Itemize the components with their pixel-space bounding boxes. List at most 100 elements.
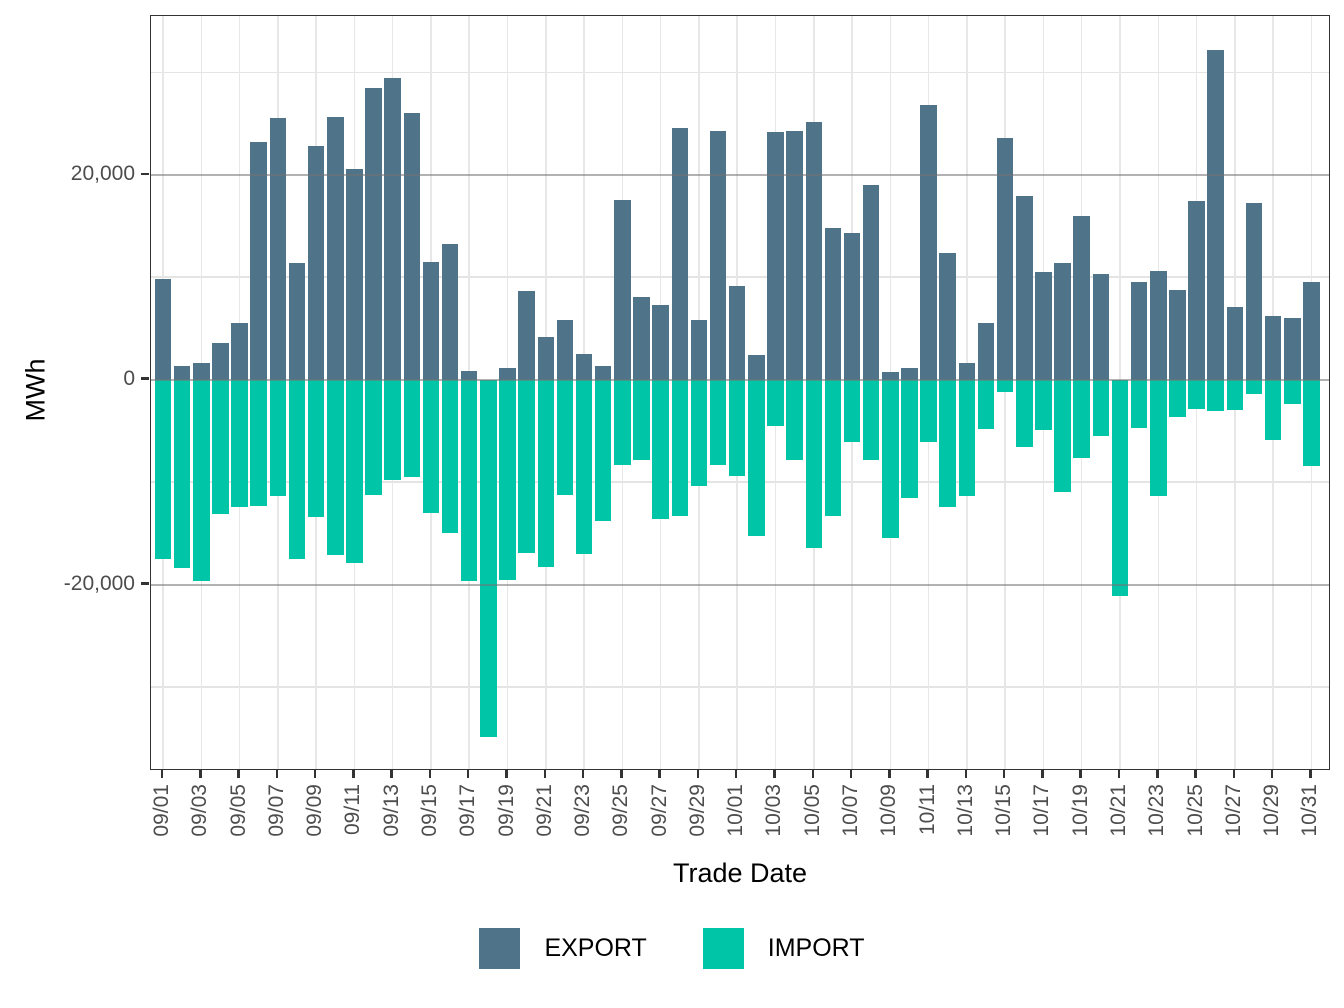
export-bar: [805, 121, 822, 380]
x-tick-label: 09/27: [647, 784, 671, 837]
export-bar: [824, 228, 842, 380]
export-bar: [786, 130, 803, 380]
gridline-minor: [151, 686, 1329, 688]
import-bar: [920, 379, 937, 443]
export-bar: [556, 320, 574, 380]
x-axis-title: Trade Date: [672, 858, 808, 888]
export-bar: [633, 296, 650, 380]
import-bar: [346, 379, 363, 564]
legend: EXPORT IMPORT: [0, 928, 1344, 969]
export-bar: [231, 323, 248, 380]
import-bar: [1130, 379, 1148, 428]
import-bar: [1264, 379, 1282, 441]
x-tick-label: 09/23: [571, 784, 595, 837]
x-tick-label: 10/07: [839, 784, 863, 837]
export-bar: [1150, 271, 1167, 380]
x-tick-label: 10/17: [1030, 784, 1054, 837]
import-bar: [1284, 379, 1301, 405]
export-bar: [499, 368, 516, 380]
y-tick-label: 0: [123, 367, 135, 391]
import-bar: [250, 379, 267, 506]
x-tick-label: 10/05: [800, 784, 824, 837]
import-bar: [499, 379, 516, 581]
import-bar: [939, 379, 956, 507]
x-tick-label: 09/11: [341, 784, 365, 835]
import-bar: [403, 379, 421, 477]
import-bar: [805, 379, 822, 548]
x-tick-mark: [1002, 770, 1006, 778]
export-bar: [173, 366, 191, 380]
export-bar: [518, 290, 535, 380]
export-bar: [1169, 289, 1186, 380]
export-bar: [920, 105, 937, 380]
x-tick-label: 10/21: [1107, 784, 1130, 837]
export-bar: [1226, 306, 1244, 380]
import-bar: [690, 379, 708, 487]
export-bar: [901, 368, 918, 380]
export-bar: [1264, 316, 1282, 380]
export-bar: [212, 342, 229, 380]
export-bar: [154, 279, 172, 380]
x-tick-mark: [466, 770, 470, 778]
import-bar: [460, 379, 478, 582]
x-tick-label: 10/09: [877, 784, 901, 837]
gridline-minor: [151, 276, 1329, 278]
export-bar: [709, 130, 727, 380]
import-bar: [1111, 379, 1129, 596]
gridline-minor: [151, 481, 1329, 483]
export-bar: [403, 113, 421, 380]
x-tick-mark: [581, 770, 585, 778]
import-bar: [862, 379, 880, 460]
x-tick-mark: [505, 770, 508, 778]
x-tick-mark: [773, 770, 776, 778]
import-bar: [556, 379, 574, 496]
import-bar: [748, 379, 765, 537]
import-bar: [767, 379, 784, 426]
export-bar: [958, 363, 976, 380]
import-bar: [1207, 379, 1224, 412]
x-tick-mark: [199, 770, 202, 778]
import-bar: [1169, 379, 1186, 417]
export-bar: [1073, 215, 1090, 380]
x-tick-label: 10/15: [992, 784, 1016, 837]
import-bar: [212, 379, 229, 514]
import-swatch-icon: [702, 928, 744, 969]
chart-panel: [150, 15, 1330, 770]
x-tick-mark: [313, 770, 317, 778]
import-bar: [1150, 379, 1167, 497]
import-bar: [575, 379, 593, 554]
import-bar: [518, 379, 535, 553]
x-tick-mark: [888, 770, 891, 778]
x-tick-mark: [352, 770, 355, 778]
export-bar: [652, 304, 669, 380]
import-bar: [480, 379, 497, 738]
import-bar: [843, 379, 861, 443]
import-bar: [1073, 379, 1090, 458]
x-tick-label: 09/01: [150, 784, 173, 837]
x-tick-label: 10/13: [953, 784, 977, 837]
export-bar: [614, 200, 631, 380]
x-tick-mark: [237, 770, 240, 778]
export-bar: [537, 336, 555, 380]
export-bar: [288, 262, 306, 380]
x-tick-label: 09/25: [609, 784, 633, 837]
y-axis-title: MWh: [20, 358, 51, 422]
import-bar: [1016, 379, 1033, 448]
x-tick-mark: [543, 770, 547, 778]
x-tick-mark: [1309, 770, 1312, 778]
y-tick-label: -20,000: [63, 572, 135, 596]
import-bar: [327, 379, 344, 555]
export-bar: [939, 252, 956, 380]
import-bar: [824, 379, 842, 516]
export-bar: [269, 118, 287, 380]
export-bar: [728, 286, 746, 380]
x-tick-label: 09/13: [379, 784, 403, 837]
import-bar: [1188, 379, 1205, 410]
export-swatch-icon: [479, 928, 521, 969]
gridline-vertical: [1004, 16, 1006, 769]
x-tick-mark: [1156, 770, 1159, 778]
import-bar: [441, 379, 459, 534]
export-bar: [843, 233, 861, 380]
import-bar: [614, 379, 631, 465]
